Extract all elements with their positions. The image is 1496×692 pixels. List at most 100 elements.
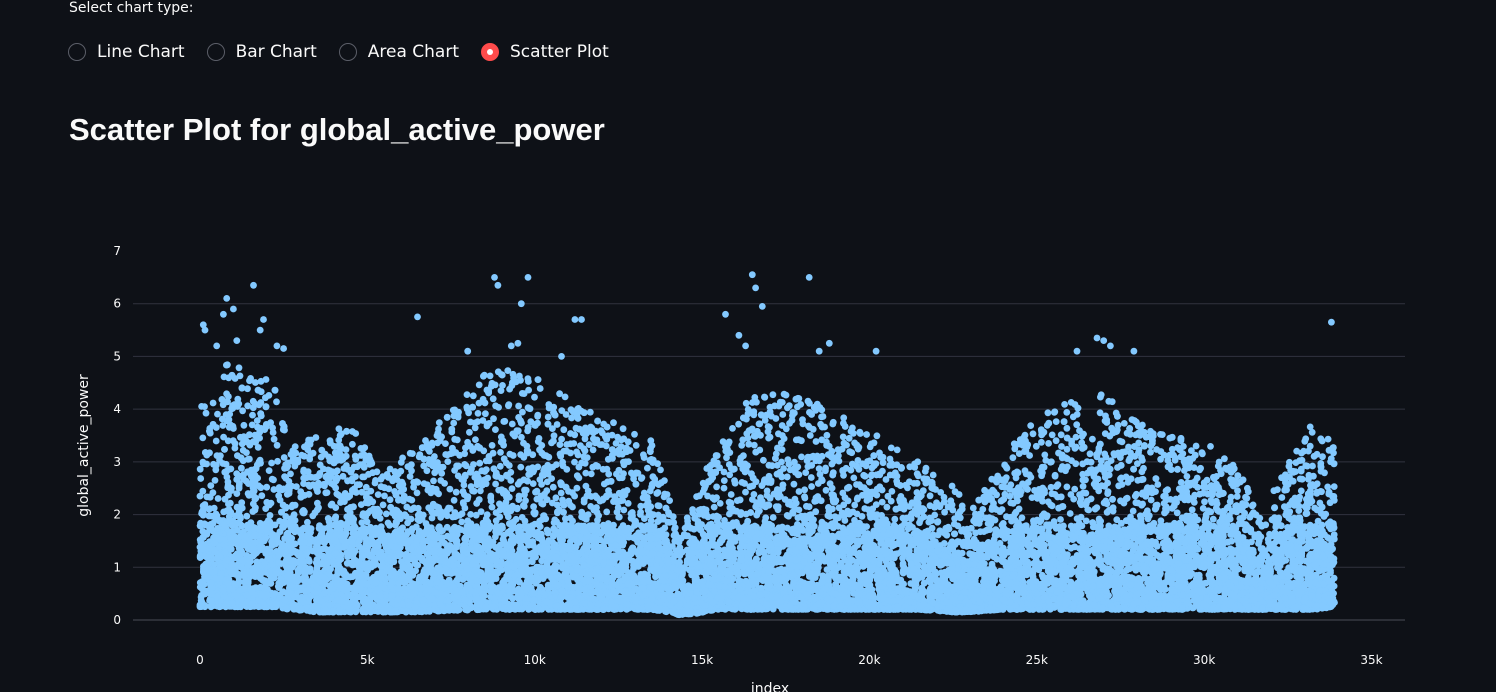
scatter-point [904,525,912,533]
radio-area-chart[interactable]: Area Chart [338,42,460,62]
scatter-point [790,480,798,488]
radio-label[interactable]: Area Chart [367,42,460,62]
scatter-point [1103,416,1111,424]
scatter-point [1054,481,1062,489]
scatter-point [769,391,777,399]
scatter-point [1134,477,1142,484]
scatter-point [765,461,773,469]
scatter-point [569,503,576,511]
scatter-point [822,464,829,472]
scatter-point [1297,487,1305,495]
scatter-point [876,483,884,491]
scatter-point [256,456,264,464]
scatter-point [778,422,786,429]
scatter-point [223,390,231,398]
scatter-point [786,420,793,427]
scatter-point [234,452,241,459]
scatter-point [1066,510,1074,517]
scatter-point [853,510,861,518]
scatter-point [360,473,368,481]
scatter-point [941,508,948,516]
scatter-point [452,488,460,496]
scatter-point [270,435,278,443]
scatter-point [726,510,733,518]
radio-selected-icon[interactable] [481,43,500,61]
scatter-point [1063,483,1071,491]
chart-type-label: Select chart type: [69,0,194,16]
scatter-point [460,500,467,508]
scatter-point [214,495,222,502]
scatter-point [504,367,512,374]
scatter-point [492,480,499,488]
scatter-point [536,385,544,392]
radio-circle-icon[interactable] [68,43,86,61]
scatter-point [586,408,594,416]
scatter-point [235,364,243,372]
scatter-point [849,424,856,432]
scatter-point [603,508,611,516]
scatter-point [1270,487,1278,495]
scatter-point [280,454,288,461]
scatter-point [1105,397,1113,405]
scatter-point [1057,516,1064,523]
scatter-point [808,483,815,490]
scatter-point [1234,487,1241,495]
radio-label[interactable]: Bar Chart [235,42,317,62]
scatter-point [469,392,477,400]
scatter-point [273,398,280,406]
scatter-point [906,463,914,471]
scatter-point [1096,409,1104,417]
scatter-point [1171,456,1179,464]
scatter-point [1082,476,1089,484]
scatter-point [474,410,482,417]
scatter-point [1100,499,1108,507]
chart-title: Scatter Plot for global_active_power [69,112,605,147]
scatter-point [891,515,899,523]
scatter-point [496,462,504,470]
scatter-point [624,500,632,507]
scatter-point [1227,493,1235,501]
scatter-point [497,449,504,456]
scatter-point [520,390,528,397]
scatter-point [1041,451,1049,459]
scatter-point [475,399,483,407]
scatter-point [1301,437,1309,445]
scatter-point [499,560,506,568]
scatter-point [531,393,538,401]
scatter-point [893,472,901,480]
scatter-point [458,510,466,518]
scatter-point [1322,510,1330,518]
scatter-point [1079,470,1087,478]
radio-scatter-plot[interactable]: Scatter Plot [481,42,609,62]
scatter-point [798,453,805,461]
radio-bar-chart[interactable]: Bar Chart [206,42,317,62]
scatter-point [492,402,499,410]
scatter-point [1113,516,1121,524]
scatter-point [262,376,270,383]
scatter-point [628,469,635,477]
radio-label[interactable]: Line Chart [97,42,185,62]
scatter-point [926,492,934,500]
scatter-point [1209,515,1217,523]
scatter-point [720,484,728,492]
scatter-point [1309,462,1316,470]
scatter-point [403,503,411,511]
scatter-point [573,484,581,492]
scatter-point [1068,457,1075,464]
scatter-point [937,489,945,496]
scatter-point [713,483,720,491]
scatter-point [372,477,379,484]
radio-line-chart[interactable]: Line Chart [68,42,185,62]
scatter-point [1051,471,1059,479]
radio-label[interactable]: Scatter Plot [510,42,609,62]
scatter-point [812,438,820,445]
radio-circle-icon[interactable] [206,43,225,61]
scatter-point [430,477,437,485]
scatter-point [866,478,873,486]
radio-circle-icon[interactable] [338,43,357,61]
scatter-point [488,442,496,449]
scatter-point [1107,457,1115,464]
scatter-point [467,511,474,518]
scatter-point [1120,420,1128,427]
